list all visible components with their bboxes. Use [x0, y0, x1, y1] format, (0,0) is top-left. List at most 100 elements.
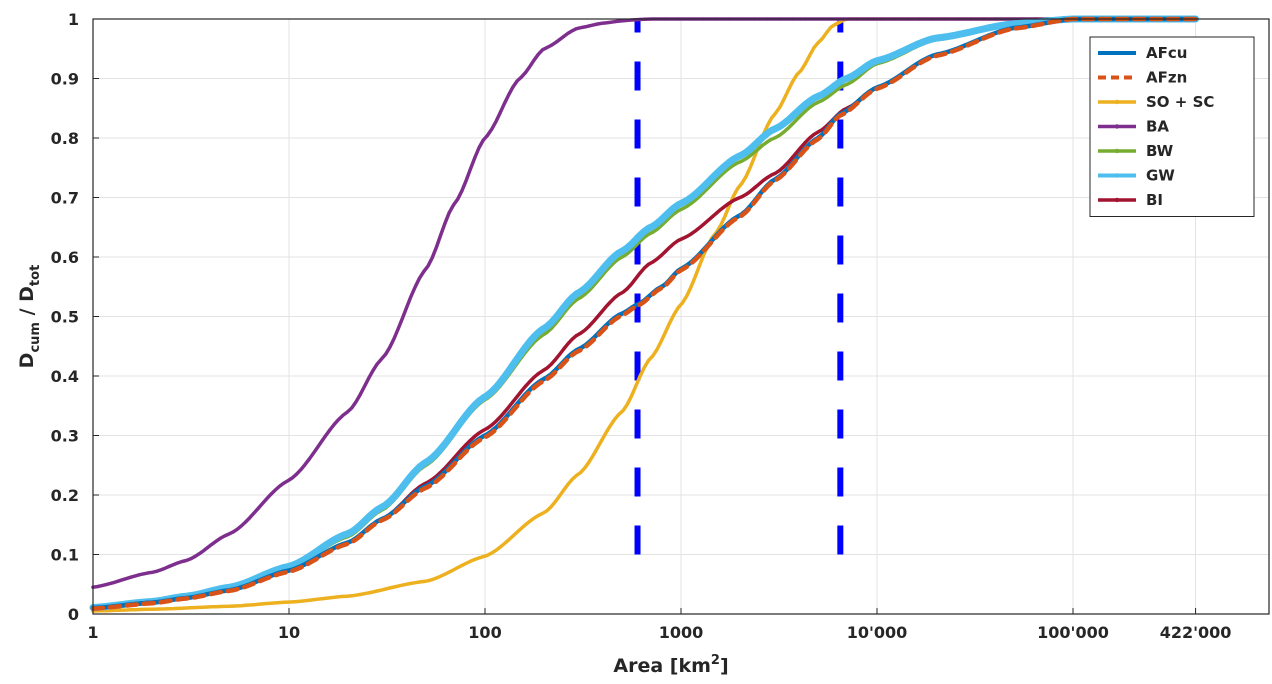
- series-point: [676, 209, 680, 213]
- series-point: [905, 47, 909, 51]
- series-point: [358, 592, 362, 597]
- y-tick-label: 0.8: [51, 129, 79, 148]
- series-point: [702, 222, 706, 226]
- series-afcu: [90, 16, 1198, 611]
- series-point: [638, 271, 642, 275]
- series-point: [969, 30, 973, 34]
- series-point: [409, 581, 413, 586]
- series-point: [994, 24, 998, 28]
- series-point: [676, 203, 680, 207]
- series-point: [460, 189, 464, 193]
- series-point: [485, 553, 489, 557]
- series-point: [981, 27, 986, 31]
- series-point: [422, 579, 426, 584]
- y-tick-label: 0.7: [51, 189, 79, 208]
- series-point: [574, 334, 579, 338]
- series-group: [89, 15, 1200, 613]
- legend-marker: [1114, 124, 1120, 129]
- series-point: [829, 92, 833, 97]
- series-point: [562, 488, 566, 492]
- legend-marker: [1114, 99, 1120, 105]
- series-point: [803, 62, 808, 66]
- series-point: [155, 607, 159, 611]
- series-point: [320, 597, 324, 601]
- series-point: [752, 186, 757, 190]
- x-tick-label: 1: [87, 623, 98, 642]
- series-point: [256, 506, 260, 510]
- y-tick-label: 0.6: [51, 248, 79, 267]
- series-point: [473, 557, 477, 562]
- series-point: [498, 111, 502, 115]
- series-point: [485, 133, 489, 138]
- series-point: [676, 238, 680, 243]
- series-point: [129, 575, 133, 579]
- series-point: [104, 583, 108, 587]
- series-point: [345, 594, 349, 598]
- series-point: [778, 133, 782, 137]
- series-point: [384, 503, 388, 507]
- series-point: [752, 143, 757, 147]
- series-point: [167, 564, 171, 569]
- series-point: [727, 160, 731, 164]
- series-point: [460, 563, 464, 568]
- series-line: [91, 17, 1198, 610]
- x-tick-label: 10: [278, 623, 300, 642]
- series-point: [193, 555, 197, 559]
- series-point: [1007, 22, 1011, 26]
- series-so-sc: [91, 17, 1198, 613]
- series-point: [396, 584, 400, 588]
- series-point: [663, 330, 668, 334]
- series-point: [523, 71, 528, 75]
- series-point: [791, 114, 795, 118]
- series-point: [511, 534, 515, 538]
- y-tick-label: 0.4: [51, 367, 79, 386]
- series-point: [613, 254, 617, 258]
- series-gw: [89, 15, 1200, 611]
- series-line: [89, 15, 1200, 611]
- series-point: [740, 159, 744, 163]
- series-point: [294, 562, 299, 566]
- series-point: [714, 211, 719, 215]
- legend-label: SO + SC: [1146, 93, 1214, 111]
- series-point: [842, 78, 846, 82]
- x-tick-label: 10'000: [847, 623, 908, 642]
- legend-label: BA: [1146, 118, 1169, 136]
- series-point: [536, 331, 540, 335]
- series-point: [498, 545, 502, 549]
- series-point: [180, 559, 184, 564]
- series-point: [625, 246, 629, 250]
- series-point: [791, 155, 795, 159]
- series-point: [740, 153, 744, 157]
- series-point: [218, 604, 222, 609]
- series-point: [511, 363, 515, 367]
- series-point: [282, 481, 286, 485]
- series-point: [752, 150, 757, 154]
- series-point: [587, 24, 591, 28]
- series-point: [600, 310, 604, 314]
- series-point: [447, 436, 451, 440]
- y-axis-label: Dcum / Dtot: [16, 265, 43, 369]
- series-point: [282, 565, 286, 570]
- x-tick-label: 1000: [659, 623, 704, 642]
- series-point: [485, 393, 489, 397]
- series-point: [752, 155, 757, 159]
- series-point: [536, 52, 540, 56]
- series-point: [867, 62, 871, 67]
- legend-item: AFzn: [1098, 69, 1187, 87]
- series-point: [689, 232, 693, 236]
- x-tick-label: 100'000: [1037, 623, 1109, 642]
- series-point: [651, 230, 655, 234]
- series-bi: [91, 17, 1198, 610]
- y-axis-ticks: 0 0.1 0.2 0.3 0.4 0.5 0.6 0.7 0.8 0.9 1: [51, 10, 99, 624]
- series-point: [371, 369, 375, 373]
- series-point: [651, 224, 655, 228]
- series-point: [205, 546, 210, 550]
- legend-item: BA: [1098, 118, 1169, 136]
- series-point: [778, 124, 782, 128]
- series-point: [1020, 21, 1024, 25]
- series-point: [333, 595, 337, 599]
- series-point: [498, 415, 502, 419]
- series-point: [256, 602, 260, 606]
- series-point: [956, 33, 960, 37]
- x-tick-label: 100: [468, 623, 501, 642]
